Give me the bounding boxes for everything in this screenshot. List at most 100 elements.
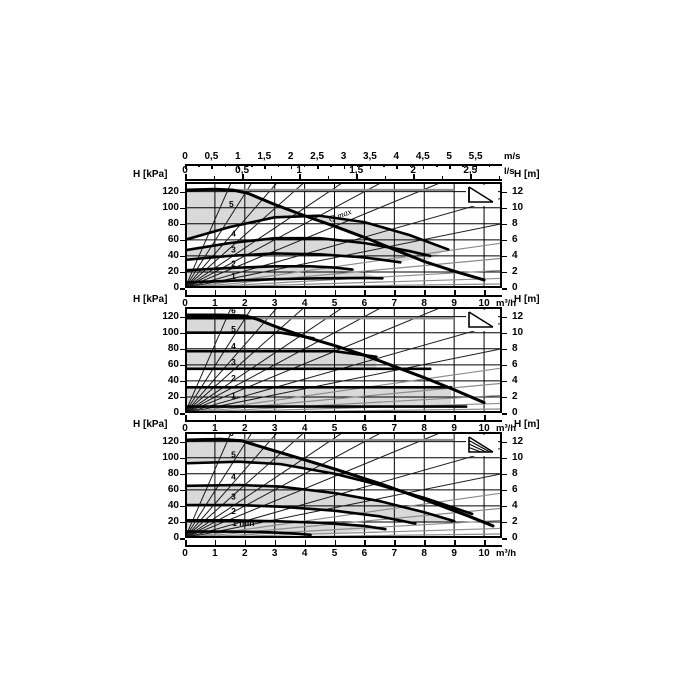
- flow-ls-tick: [242, 174, 244, 179]
- x-tick-label: 10: [478, 298, 490, 309]
- y-right-tick: [502, 207, 507, 210]
- x-tick: [364, 290, 366, 295]
- x-tick: [214, 290, 217, 295]
- x-unit-label-3: m³/h: [496, 548, 517, 559]
- pump-curve-setting-5: [187, 460, 474, 516]
- x-tick-label: 5: [331, 423, 338, 434]
- x-tick-label: 5: [331, 298, 338, 309]
- pump-curve-setting-3: [187, 503, 417, 525]
- flow-ls-unit-label: l/s: [504, 166, 515, 177]
- x-tick: [364, 540, 366, 545]
- x-tick-label: 9: [451, 298, 457, 309]
- svg-text:4: 4: [231, 341, 236, 351]
- y-left-tick-label: 40: [167, 499, 179, 511]
- y-right-tick: [502, 396, 507, 399]
- x-tick-label: 8: [421, 298, 427, 309]
- y-right-tick: [502, 191, 507, 194]
- max-curve: [187, 313, 486, 405]
- velocity-tick: [211, 164, 213, 169]
- x-tick: [484, 290, 486, 295]
- svg-text:3: 3: [231, 491, 236, 501]
- y-right-axis-title-1: H [m]: [514, 169, 540, 180]
- y-left-tick: [180, 271, 185, 274]
- svg-text:5: 5: [229, 199, 234, 209]
- y-left-tick: [180, 364, 185, 367]
- y-left-tick: [180, 396, 185, 399]
- svg-text:4: 4: [231, 229, 236, 239]
- y-left-tick-label: 0: [173, 282, 179, 293]
- y-right-tick-label: 4: [512, 499, 518, 511]
- y-right-tick-label: 2: [512, 265, 518, 277]
- velocity-minor-tick: [488, 164, 491, 167]
- y-right-tick: [502, 413, 507, 415]
- y-left-tick: [180, 521, 185, 524]
- y-right-tick-label: 8: [512, 467, 518, 479]
- x-tick: [364, 415, 366, 420]
- y-right-tick-label: 10: [512, 201, 524, 213]
- y-right-tick-label: 0: [512, 282, 518, 293]
- y-left-tick: [180, 441, 185, 444]
- y-right-tick: [502, 521, 507, 524]
- flow-ls-minor-tick: [213, 176, 215, 179]
- x-tick: [185, 290, 187, 295]
- plot-area-3: 1 min 2 3 4 5 6: [185, 432, 502, 538]
- x-tick-label: 4: [301, 298, 308, 309]
- y-left-tick-label: 80: [167, 467, 179, 479]
- x-tick-label: 1: [212, 423, 218, 434]
- x-tick-label: 6: [361, 548, 368, 559]
- x-tick-label: 3: [271, 548, 278, 559]
- svg-text:1: 1: [231, 271, 236, 281]
- curve-number-labels: 1 min 2 3 4 5 6: [229, 434, 254, 528]
- y-left-tick: [180, 489, 185, 492]
- x-axis-line-2: [185, 420, 502, 422]
- y-right-tick-label: 12: [512, 185, 524, 197]
- x-tick: [244, 290, 247, 295]
- x-tick-label: 4: [301, 423, 308, 434]
- svg-text:2: 2: [231, 373, 236, 383]
- y-right-tick: [502, 473, 507, 476]
- flow-ls-tick-label: 1,5: [349, 165, 364, 176]
- y-left-tick-label: 120: [162, 435, 179, 447]
- y-right-tick: [502, 271, 507, 274]
- pump-curve-setting-5: [187, 214, 450, 251]
- y-right-axis-title-2: H [m]: [514, 294, 540, 305]
- velocity-tick-label: 2,5: [310, 151, 325, 162]
- flow-ls-axis-line: [185, 179, 502, 181]
- svg-text:1: 1: [231, 391, 236, 401]
- x-tick-label: 8: [421, 548, 427, 559]
- y-left-tick-label: 100: [162, 451, 179, 463]
- velocity-tick: [237, 164, 240, 169]
- x-tick: [454, 415, 456, 420]
- constant-pressure-icon: [466, 310, 498, 331]
- flow-ls-tick-label: 2,5: [463, 165, 478, 176]
- y-right-tick-label: 2: [512, 390, 518, 402]
- y-right-tick-label: 10: [512, 326, 524, 338]
- velocity-tick: [264, 164, 266, 169]
- x-tick-label: 4: [301, 548, 308, 559]
- x-tick: [185, 540, 187, 545]
- y-left-tick-label: 0: [173, 532, 179, 543]
- flow-ls-tick: [299, 174, 301, 179]
- pump-curve-setting-1: [187, 276, 384, 284]
- flow-ls-tick-label: 0: [182, 165, 188, 176]
- x-axis-line-1: [185, 295, 502, 297]
- velocity-minor-tick: [224, 164, 227, 167]
- velocity-tick: [343, 164, 345, 169]
- x-tick-label: 1: [212, 548, 218, 559]
- svg-text:6: 6: [231, 307, 236, 315]
- y-right-axis-title-3: H [m]: [514, 419, 540, 430]
- svg-text:3: 3: [231, 357, 236, 367]
- y-left-tick: [180, 348, 185, 351]
- x-unit-label-1: m³/h: [496, 298, 517, 309]
- y-right-tick: [502, 380, 507, 383]
- y-right-tick-label: 8: [512, 342, 518, 354]
- velocity-minor-tick: [436, 164, 438, 167]
- y-left-tick-label: 80: [167, 217, 179, 229]
- pump-curve-setting-1-min: [187, 530, 312, 536]
- svg-text:4: 4: [231, 471, 236, 481]
- y-left-tick-label: 60: [167, 358, 179, 370]
- x-tick: [424, 290, 426, 295]
- y-right-tick-label: 0: [512, 532, 518, 543]
- y-left-tick-label: 120: [162, 185, 179, 197]
